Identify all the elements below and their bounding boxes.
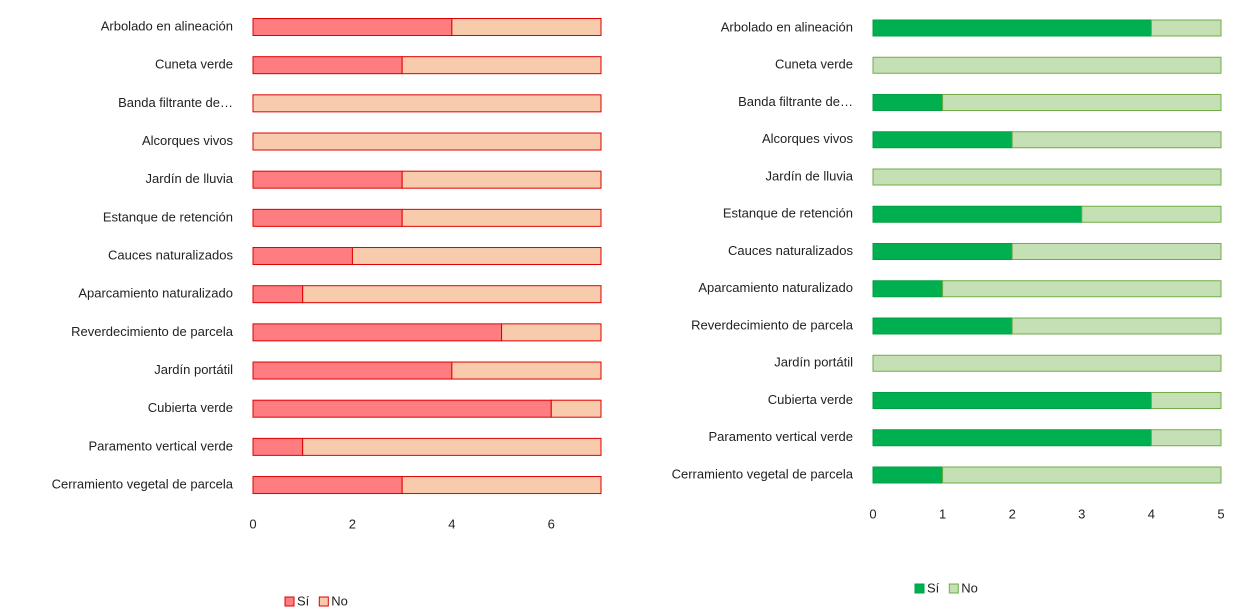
- x-tick-label: 4: [448, 516, 455, 531]
- category-label: Cauces naturalizados: [728, 243, 854, 258]
- bar-segment: [252, 132, 602, 151]
- category-label: Jardín portátil: [154, 362, 233, 377]
- bar-segment: [252, 247, 353, 266]
- bar-segment: [302, 437, 602, 456]
- legend-label: Sí: [927, 580, 940, 595]
- category-label: Aparcamiento naturalizado: [698, 280, 853, 295]
- bar-segment: [942, 280, 1222, 298]
- x-tick-label: 3: [1078, 506, 1085, 521]
- legend-label: No: [961, 580, 978, 595]
- bar-segment: [1150, 429, 1222, 447]
- bar-segment: [1150, 392, 1222, 409]
- legend-swatch: [318, 596, 329, 607]
- category-label: Alcorques vivos: [142, 133, 234, 148]
- bar-segment: [1011, 317, 1222, 335]
- x-tick-label: 4: [1148, 506, 1155, 521]
- bar-segment: [872, 466, 944, 484]
- category-label: Estanque de retención: [723, 206, 853, 221]
- bar-segment: [252, 476, 403, 495]
- bar-segment: [1011, 243, 1222, 260]
- bar-segment: [872, 280, 944, 298]
- bar-segment: [942, 466, 1222, 484]
- bar-segment: [872, 94, 944, 111]
- bar-segment: [252, 94, 602, 113]
- bar-segment: [401, 56, 602, 75]
- bar-segment: [550, 399, 602, 418]
- bar-segment: [252, 56, 403, 75]
- bar-segment: [1150, 19, 1222, 37]
- legend-label: No: [331, 593, 348, 608]
- bar-segment: [501, 323, 602, 342]
- category-label: Arbolado en alineación: [721, 19, 853, 34]
- x-tick-label: 2: [349, 516, 356, 531]
- bar-segment: [872, 429, 1152, 447]
- bar-segment: [872, 131, 1013, 149]
- bar-segment: [1011, 131, 1222, 149]
- bar-segment: [872, 317, 1013, 335]
- bar-segment: [401, 208, 602, 227]
- bar-segment: [872, 56, 1222, 74]
- category-label: Estanque de retención: [103, 209, 233, 224]
- bar-segment: [252, 323, 503, 342]
- bar-segment: [401, 170, 602, 189]
- category-label: Jardín de lluvia: [766, 168, 854, 183]
- category-label: Banda filtrante de…: [738, 94, 853, 109]
- category-label: Banda filtrante de…: [118, 95, 233, 110]
- bar-segment: [351, 247, 602, 266]
- category-label: Cuneta verde: [155, 57, 233, 72]
- bar-segment: [942, 94, 1222, 111]
- bar-segment: [252, 361, 453, 380]
- x-tick-label: 1: [939, 506, 946, 521]
- category-label: Cuneta verde: [775, 57, 853, 72]
- x-tick-label: 0: [249, 516, 256, 531]
- category-label: Cubierta verde: [148, 400, 233, 415]
- bar-segment: [252, 18, 453, 36]
- bar-segment: [302, 285, 602, 304]
- category-label: Jardín de lluvia: [146, 171, 234, 186]
- legend-swatch: [948, 583, 959, 594]
- bar-segment: [451, 18, 602, 36]
- x-tick-label: 6: [548, 516, 555, 531]
- legend-swatch: [284, 596, 295, 607]
- category-label: Paramento vertical verde: [708, 429, 853, 444]
- bar-segment: [872, 19, 1152, 37]
- x-tick-label: 0: [869, 506, 876, 521]
- category-label: Arbolado en alineación: [101, 18, 233, 33]
- legend-label: Sí: [297, 593, 310, 608]
- category-label: Cerramiento vegetal de parcela: [672, 466, 854, 481]
- bar-segment: [252, 170, 403, 189]
- category-label: Alcorques vivos: [762, 131, 854, 146]
- bar-segment: [401, 476, 602, 495]
- bar-segment: [252, 285, 304, 304]
- category-label: Reverdecimiento de parcela: [691, 317, 854, 332]
- bar-segment: [252, 399, 552, 418]
- bar-segment: [872, 392, 1152, 409]
- category-label: Cubierta verde: [768, 392, 853, 407]
- bar-segment: [252, 208, 403, 227]
- bar-segment: [1081, 205, 1222, 223]
- x-tick-label: 5: [1217, 506, 1224, 521]
- bar-segment: [872, 243, 1013, 260]
- bar-segment: [872, 168, 1222, 186]
- category-label: Cerramiento vegetal de parcela: [52, 476, 234, 491]
- category-label: Jardín portátil: [774, 355, 853, 370]
- bar-segment: [872, 354, 1222, 372]
- category-label: Reverdecimiento de parcela: [71, 324, 234, 339]
- category-label: Paramento vertical verde: [88, 438, 233, 453]
- x-tick-label: 2: [1009, 506, 1016, 521]
- category-label: Aparcamiento naturalizado: [78, 286, 233, 301]
- bar-segment: [451, 361, 602, 380]
- legend-swatch: [914, 583, 925, 594]
- category-label: Cauces naturalizados: [108, 247, 234, 262]
- bar-segment: [872, 205, 1083, 223]
- bar-segment: [252, 437, 304, 456]
